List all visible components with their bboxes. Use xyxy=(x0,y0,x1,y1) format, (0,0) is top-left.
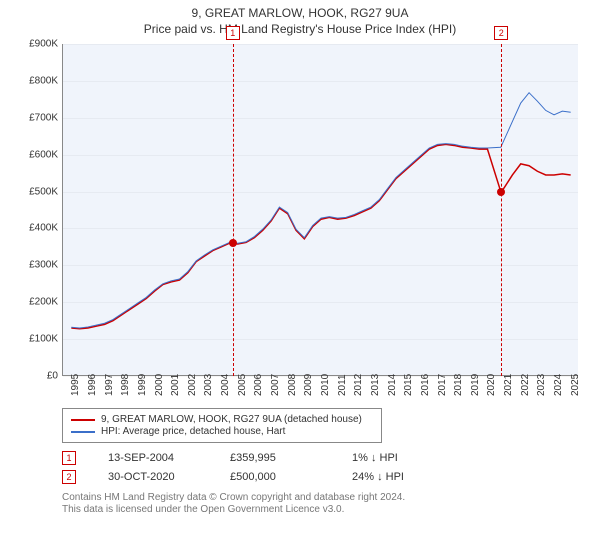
y-tick-label: £200K xyxy=(24,297,58,308)
legend-item: 9, GREAT MARLOW, HOOK, RG27 9UA (detache… xyxy=(71,414,373,425)
events-table: 1 13-SEP-2004 £359,995 1% ↓ HPI 2 30-OCT-2020… xyxy=(62,451,590,484)
x-tick-label: 2019 xyxy=(470,374,481,396)
x-tick-label: 2014 xyxy=(387,374,398,396)
x-tick-label: 1996 xyxy=(87,374,98,396)
chart-title: 9, GREAT MARLOW, HOOK, RG27 9UA xyxy=(10,6,590,20)
marker-line xyxy=(233,44,234,376)
y-tick-label: £900K xyxy=(24,39,58,50)
event-date: 13-SEP-2004 xyxy=(108,452,198,464)
footer-line-1: Contains HM Land Registry data © Crown c… xyxy=(62,492,590,503)
event-delta: 24% ↓ HPI xyxy=(352,471,442,483)
x-tick-label: 2016 xyxy=(420,374,431,396)
event-box: 1 xyxy=(62,451,76,465)
y-tick-label: £100K xyxy=(24,334,58,345)
event-row: 1 13-SEP-2004 £359,995 1% ↓ HPI xyxy=(62,451,590,465)
x-tick-label: 2010 xyxy=(320,374,331,396)
marker-line xyxy=(501,44,502,376)
y-axis: £0£100K£200K£300K£400K£500K£600K£700K£80… xyxy=(24,44,62,376)
x-tick-label: 2024 xyxy=(553,374,564,396)
series-line xyxy=(71,93,570,328)
x-tick-label: 2003 xyxy=(203,374,214,396)
event-row: 2 30-OCT-2020 £500,000 24% ↓ HPI xyxy=(62,470,590,484)
x-tick-label: 2022 xyxy=(520,374,531,396)
event-price: £500,000 xyxy=(230,471,320,483)
footer: Contains HM Land Registry data © Crown c… xyxy=(62,492,590,515)
x-tick-label: 2011 xyxy=(337,374,348,396)
x-tick-label: 2005 xyxy=(237,374,248,396)
event-date: 30-OCT-2020 xyxy=(108,471,198,483)
legend: 9, GREAT MARLOW, HOOK, RG27 9UA (detache… xyxy=(62,408,382,443)
x-tick-label: 2001 xyxy=(170,374,181,396)
x-tick-label: 2008 xyxy=(287,374,298,396)
footer-line-2: This data is licensed under the Open Gov… xyxy=(62,504,590,515)
x-tick-label: 1999 xyxy=(137,374,148,396)
event-delta: 1% ↓ HPI xyxy=(352,452,442,464)
x-tick-label: 2006 xyxy=(253,374,264,396)
y-tick-label: £600K xyxy=(24,149,58,160)
x-tick-label: 2015 xyxy=(403,374,414,396)
plot-area: 12 xyxy=(62,44,578,376)
chart-area: £0 £100K £200K £300K £400K £500K £600K £700K £80… xyxy=(24,44,584,404)
x-tick-label: 2017 xyxy=(437,374,448,396)
y-tick-label: £700K xyxy=(24,112,58,123)
legend-label: 9, GREAT MARLOW, HOOK, RG27 9UA (detache… xyxy=(101,414,362,425)
y-tick-label: £300K xyxy=(24,260,58,271)
series-line xyxy=(71,144,570,328)
y-tick-label: £500K xyxy=(24,186,58,197)
x-tick-label: 1997 xyxy=(104,374,115,396)
y-tick-label: £400K xyxy=(24,223,58,234)
x-tick-label: 2004 xyxy=(220,374,231,396)
x-tick-label: 2023 xyxy=(536,374,547,396)
x-tick-label: 2018 xyxy=(453,374,464,396)
x-tick-label: 2021 xyxy=(503,374,514,396)
y-tick-label: £800K xyxy=(24,75,58,86)
marker-box: 2 xyxy=(494,26,508,40)
marker-box: 1 xyxy=(226,26,240,40)
y-tick-label: £0 xyxy=(24,371,58,382)
x-tick-label: 2000 xyxy=(154,374,165,396)
x-tick-label: 2002 xyxy=(187,374,198,396)
x-tick-label: 1998 xyxy=(120,374,131,396)
x-tick-label: 2025 xyxy=(570,374,581,396)
marker-dot xyxy=(229,239,237,247)
x-tick-label: 2020 xyxy=(486,374,497,396)
legend-item: HPI: Average price, detached house, Hart xyxy=(71,426,373,437)
x-tick-label: 2013 xyxy=(370,374,381,396)
x-tick-label: 2012 xyxy=(353,374,364,396)
x-tick-label: 2007 xyxy=(270,374,281,396)
x-axis: 1995 1996 1997 1998 1999 2000 2001 2002 2003 2004… xyxy=(62,376,578,404)
marker-dot xyxy=(497,188,505,196)
legend-swatch xyxy=(71,431,95,433)
x-tick-label: 2009 xyxy=(303,374,314,396)
legend-label: HPI: Average price, detached house, Hart xyxy=(101,426,285,437)
event-price: £359,995 xyxy=(230,452,320,464)
legend-swatch xyxy=(71,419,95,421)
event-box: 2 xyxy=(62,470,76,484)
x-tick-label: 1995 xyxy=(70,374,81,396)
